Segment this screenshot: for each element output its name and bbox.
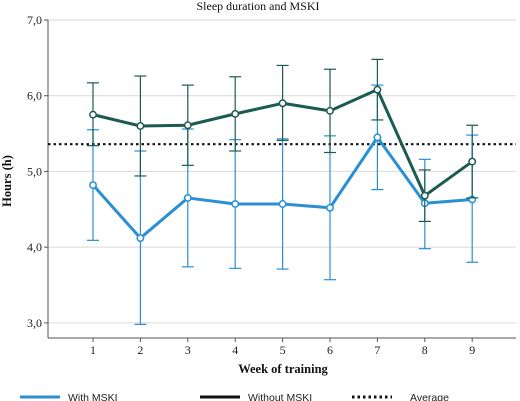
data-point bbox=[373, 85, 382, 94]
series-layer bbox=[87, 58, 479, 325]
x-tick-label: 1 bbox=[90, 343, 96, 357]
legend: With MSKI Without MSKI Average bbox=[20, 392, 449, 401]
y-tick-label: 7,0 bbox=[27, 13, 42, 27]
data-point bbox=[89, 181, 97, 190]
series-without-mski bbox=[87, 58, 479, 222]
legend-label: With MSKI bbox=[68, 392, 118, 401]
data-point bbox=[326, 203, 334, 212]
data-point bbox=[136, 234, 145, 243]
y-tick-label: 4,0 bbox=[27, 240, 42, 254]
y-tick-label: 5,0 bbox=[27, 164, 42, 178]
x-tick-label: 6 bbox=[327, 343, 333, 357]
x-tick-label: 3 bbox=[185, 343, 191, 357]
data-point bbox=[278, 99, 287, 108]
legend-label: Average bbox=[410, 392, 449, 401]
x-tick-label: 2 bbox=[137, 343, 143, 357]
data-point bbox=[468, 157, 477, 166]
axis-layer: 3,0 4,0 5,0 6,0 7,0 1 2 3 4 5 6 7 8 9 bbox=[27, 13, 516, 357]
data-point bbox=[183, 193, 192, 202]
x-axis-title: Week of training bbox=[238, 362, 328, 376]
x-tick-label: 9 bbox=[469, 343, 475, 357]
y-tick-label: 6,0 bbox=[27, 89, 42, 103]
y-tick-label: 3,0 bbox=[27, 316, 42, 330]
data-point bbox=[183, 121, 192, 130]
data-point bbox=[136, 122, 145, 130]
legend-label: Without MSKI bbox=[248, 392, 312, 401]
chart-title: Sleep duration and MSKI bbox=[197, 0, 320, 13]
data-point bbox=[420, 191, 429, 200]
x-tick-label: 8 bbox=[422, 343, 428, 357]
y-axis-title: Hours (h) bbox=[0, 155, 14, 207]
data-point bbox=[278, 200, 287, 208]
x-tick-label: 5 bbox=[280, 343, 286, 357]
data-point bbox=[373, 133, 382, 142]
data-point bbox=[89, 110, 97, 119]
x-tick-label: 4 bbox=[232, 343, 238, 357]
data-point bbox=[326, 106, 334, 115]
data-point bbox=[231, 109, 240, 118]
x-tick-label: 7 bbox=[374, 343, 380, 357]
data-point bbox=[231, 200, 240, 208]
